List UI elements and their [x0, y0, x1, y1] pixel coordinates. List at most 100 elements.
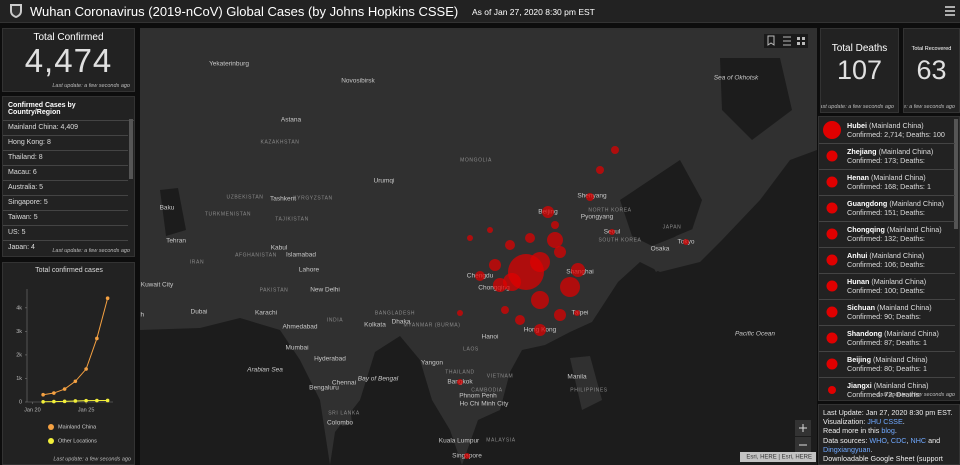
- series-point[interactable]: [73, 379, 78, 384]
- series-point[interactable]: [73, 399, 78, 403]
- map-label: Tashkent: [270, 196, 296, 203]
- province-row[interactable]: Shandong (Mainland China) Confirmed: 87; …: [819, 325, 955, 352]
- series-point[interactable]: [84, 367, 88, 371]
- case-bubble[interactable]: [505, 240, 515, 250]
- list-button[interactable]: [783, 36, 791, 46]
- info-link[interactable]: Dingxiangyuan: [823, 444, 871, 454]
- map[interactable]: Yekaterinburg Novosibirsk Astana KAZAKHSTAN…: [140, 28, 817, 465]
- case-bubble[interactable]: [609, 229, 615, 235]
- map-label: Karachi: [255, 310, 277, 317]
- province-text: Jiangxi (Mainland China) Confirmed: 72; D…: [847, 381, 929, 399]
- province-row[interactable]: Sichuan (Mainland China) Confirmed: 90; D…: [819, 299, 955, 326]
- case-bubble[interactable]: [554, 246, 566, 258]
- case-bubble[interactable]: [493, 278, 507, 292]
- confirmed-label: Confirmed:: [847, 208, 883, 217]
- series-point[interactable]: [52, 399, 56, 404]
- case-bubble[interactable]: [503, 273, 521, 291]
- series-point[interactable]: [84, 398, 88, 403]
- province-row[interactable]: Jiangxi (Mainland China) Confirmed: 72; D…: [819, 377, 955, 400]
- case-bubble[interactable]: [515, 315, 525, 325]
- province-row[interactable]: Hubei (Mainland China) Confirmed: 2,714; …: [819, 117, 955, 144]
- deaths-label: Deaths:: [900, 182, 925, 191]
- series-point[interactable]: [95, 398, 99, 403]
- province-row[interactable]: Hunan (Mainland China) Confirmed: 100; De…: [819, 273, 955, 300]
- menu-button[interactable]: [945, 6, 955, 16]
- case-bubble[interactable]: [551, 221, 559, 229]
- case-bubble[interactable]: [457, 379, 463, 385]
- confirmed-count: 132;: [884, 234, 899, 243]
- info-link[interactable]: blog: [881, 426, 895, 436]
- series-point[interactable]: [95, 336, 99, 341]
- case-bubble[interactable]: [475, 271, 485, 281]
- map-label: AFGHANISTAN: [235, 252, 277, 258]
- case-bubble[interactable]: [464, 453, 470, 459]
- case-bubble[interactable]: [530, 252, 550, 272]
- case-bubble[interactable]: [525, 233, 535, 243]
- legend-swatch: [48, 424, 54, 430]
- province-stats: Confirmed: 90; Deaths:: [847, 312, 932, 321]
- province-row[interactable]: Anhui (Mainland China) Confirmed: 106; De…: [819, 247, 955, 274]
- map-label: Yekaterinburg: [209, 61, 249, 68]
- series-point[interactable]: [41, 392, 45, 397]
- province-row[interactable]: Guangdong (Mainland China) Confirmed: 151…: [819, 195, 955, 222]
- case-bubble[interactable]: [560, 277, 580, 297]
- province-row[interactable]: Chongqing (Mainland China) Confirmed: 132…: [819, 221, 955, 248]
- country-row[interactable]: US: 5: [3, 226, 128, 241]
- country-row[interactable]: Macau: 6: [3, 166, 128, 181]
- info-link[interactable]: CDC: [890, 435, 907, 445]
- last-update-note: Last update: a few seconds ago: [52, 83, 130, 89]
- case-bubble[interactable]: [586, 193, 594, 201]
- info-link[interactable]: WHO: [869, 435, 887, 445]
- zoom-in-icon: [799, 424, 807, 432]
- case-bubble[interactable]: [611, 146, 619, 154]
- province-row[interactable]: Beijing (Mainland China) Confirmed: 80; D…: [819, 351, 955, 378]
- total-recovered-value: 63: [916, 55, 947, 85]
- country-row[interactable]: Australia: 5: [3, 181, 128, 196]
- series-point[interactable]: [52, 391, 56, 395]
- series-point[interactable]: [62, 387, 67, 391]
- bookmark-button[interactable]: [767, 35, 775, 46]
- case-bubble[interactable]: [574, 310, 580, 316]
- case-bubble[interactable]: [571, 263, 585, 277]
- series-point[interactable]: [62, 399, 67, 404]
- scrollbar[interactable]: [954, 119, 958, 229]
- province-row[interactable]: Henan (Mainland China) Confirmed: 168; De…: [819, 169, 955, 196]
- case-bubble[interactable]: [501, 306, 509, 314]
- deaths-count: 1: [922, 364, 927, 373]
- case-bubble[interactable]: [487, 227, 493, 233]
- map-label: SRI LANKA: [328, 410, 360, 416]
- case-bubble[interactable]: [683, 239, 689, 245]
- country-row[interactable]: Hong Kong: 8: [3, 136, 128, 151]
- country-row[interactable]: Taiwan: 5: [3, 211, 128, 226]
- map-label: Pyongyang: [581, 214, 614, 221]
- province-name: Anhui: [847, 251, 868, 260]
- case-bubble[interactable]: [554, 309, 566, 321]
- series-point[interactable]: [105, 296, 110, 301]
- country-row[interactable]: Mainland China: 4,409: [3, 121, 128, 136]
- series-point[interactable]: [105, 398, 110, 403]
- info-link[interactable]: JHU CSSE: [867, 417, 903, 427]
- case-bubble[interactable]: [596, 166, 604, 174]
- dot: [826, 306, 838, 318]
- case-bubble[interactable]: [467, 235, 473, 241]
- scrollbar[interactable]: [129, 119, 133, 179]
- case-bubble[interactable]: [489, 259, 501, 271]
- country-row[interactable]: Japan: 4: [3, 241, 128, 249]
- case-bubble[interactable]: [531, 291, 549, 309]
- case-bubble[interactable]: [547, 232, 563, 248]
- country-name: Japan:: [8, 244, 30, 249]
- series-point[interactable]: [41, 400, 45, 404]
- province-title: Sichuan (Mainland China): [847, 303, 932, 312]
- country-row[interactable]: Thailand: 8: [3, 151, 128, 166]
- case-bubble[interactable]: [457, 310, 463, 316]
- total-deaths-value: 107: [836, 55, 883, 85]
- case-bubble[interactable]: [534, 324, 546, 336]
- map-label: Ho Chi Minh City: [460, 401, 510, 408]
- map-label: Kuwait City: [141, 282, 174, 289]
- confirmed-count: 106;: [884, 260, 899, 269]
- grid-button[interactable]: [797, 37, 805, 45]
- country-row[interactable]: Singapore: 5: [3, 196, 128, 211]
- province-row[interactable]: Zhejiang (Mainland China) Confirmed: 173;…: [819, 143, 955, 170]
- case-bubble[interactable]: [542, 206, 554, 218]
- info-link[interactable]: NHC: [910, 435, 927, 445]
